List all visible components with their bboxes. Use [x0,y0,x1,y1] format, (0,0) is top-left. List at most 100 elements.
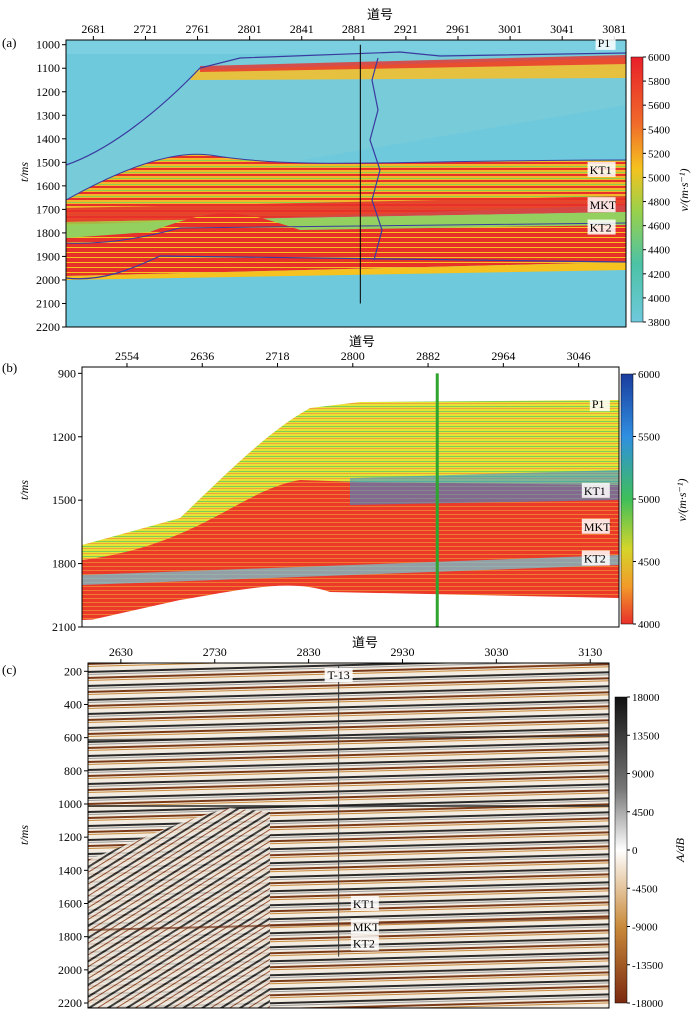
colorbar-tick-label: -18000 [632,998,664,1010]
panel-c-xtick-label: 2930 [390,645,414,659]
panel-c-ytick-label: 1000 [58,797,82,811]
panel-c-well-label: T-13 [328,668,350,682]
panel-a-horizon-labels: P1 KT1 MKT KT2 [587,34,617,235]
panel-c-ytick-label: 200 [64,664,82,678]
panel-a-axes: 2681 2721 2761 2801 2841 2881 2921 2961 3001 3041… [36,22,626,334]
horizon-label-mkt: MKT [590,198,617,212]
colorbar-tick-label: 4800 [648,197,671,209]
colorbar-tick-label: 6000 [638,369,661,381]
panel-c-colorbar [614,696,628,1004]
panel-b-ytick-label: 1800 [52,557,76,571]
panel-b-frame [81,366,620,628]
panel-a-ytick-label: 1400 [36,132,60,146]
panel-c-xtick-label: 3030 [484,645,508,659]
panel-a-colorbar-label: v/(m·s⁻¹) [677,169,691,212]
panel-c-ytick-label: 600 [64,731,82,745]
horizon-label-bg [589,396,610,412]
colorbar-tick-label: 4200 [648,269,671,281]
panel-a-ytick-label: 1600 [36,179,60,193]
panel-c-xlabel: 道号 [352,635,378,650]
panel-a-xtick-label: 2801 [238,22,262,36]
colorbar-tick-label: 4000 [638,619,661,631]
panel-a-ytick-label: 1500 [36,155,60,169]
colorbar-tick-label: 5800 [648,76,671,88]
panel-b-colorbar [620,373,634,625]
colorbar-tick-label: 13500 [632,730,660,742]
panel-b-colorbar-label: v/(m·s⁻¹) [675,479,689,522]
panel-b-ylabel: t/ms [17,480,31,500]
panel-a-ytick-label: 1200 [36,85,60,99]
panel-a-xtick-label: 2921 [394,22,418,36]
panel-a-xtick-label: 2881 [342,22,366,36]
panel-a: (a) 道号 t/ms 2681 2721 2761 2801 2841 2881 2921… [2,7,691,334]
panel-a-ytick-label: 1700 [36,202,60,216]
colorbar-tick-label: 3800 [648,317,671,329]
panel-a-colorbar-ticks: 6000 5800 5600 5400 5200 5000 4800 4600 4400 4200… [643,52,671,329]
panel-a-frame [65,39,627,328]
colorbar-tick-label: 4500 [638,557,661,569]
horizon-label-p1: P1 [598,36,611,50]
panel-c-ytick-label: 800 [64,764,82,778]
panel-a-xtick-label: 2961 [446,22,470,36]
panel-b-ytick-label: 2100 [52,620,76,634]
horizon-label-bg [350,919,379,935]
panel-c-xtick-label: 2730 [203,645,227,659]
colorbar-tick-label: -13500 [632,960,664,972]
panel-c-ytick-label: 400 [64,697,82,711]
panel-b-ytick-label: 900 [58,366,76,380]
colorbar-tick-label: 9000 [632,769,655,781]
panel-a-xtick-label: 3041 [550,22,574,36]
colorbar-tick-label: -9000 [632,922,658,934]
colorbar-tick-label: 4500 [632,807,655,819]
colorbar-tick-label: 6000 [648,52,671,64]
panel-a-ytick-label: 1900 [36,249,60,263]
colorbar-tick-label: 4400 [648,245,671,257]
panel-c-image [87,663,610,1008]
panel-a-ytick-label: 2100 [36,296,60,310]
colorbar-tick-label: 5000 [638,494,661,506]
horizon-label-mkt: MKT [353,920,380,934]
horizon-label-bg [581,518,610,534]
panel-b-xtick-label: 3046 [567,349,591,363]
colorbar-tick-label: 18000 [632,692,660,704]
panel-b-label: (b) [2,360,17,375]
panel-a-ylabel: t/ms [17,162,31,182]
colorbar-tick-label: 5400 [648,124,671,136]
horizon-label-kt1: KT1 [590,163,612,177]
horizon-label-bg [587,197,616,213]
panel-a-ytick-label: 2000 [36,273,60,287]
panel-c-ytick-label: 2200 [58,996,82,1010]
panel-c-colorbar-ticks: 18000 13500 9000 4500 0 -4500 -9000 -13500 -1800… [627,692,664,1010]
panel-b: (b) 道号 t/ms 2554 2636 2718 2800 2882 2964 3046… [2,334,689,634]
panel-a-xtick-label: 2761 [186,22,210,36]
horizon-label-kt2: KT2 [584,551,606,565]
colorbar-tick-label: 4000 [648,293,671,305]
panel-a-ytick-label: 2200 [36,320,60,334]
horizon-label-kt1: KT1 [353,897,375,911]
panel-a-colorbar [630,56,644,323]
panel-a-xtick-label: 2681 [81,22,105,36]
colorbar-tick-label: 5200 [648,148,671,160]
horizon-label-bg [350,935,379,951]
panel-c-ytick-label: 1800 [58,930,82,944]
colorbar-tick-label: 4600 [648,221,671,233]
panel-b-xtick-label: 2718 [266,349,290,363]
panel-a-xtick-label: 2721 [133,22,157,36]
panel-b-horizon-labels: P1 KT1 MKT KT2 [581,396,611,566]
panel-c-colorbar-label: A/dB [673,837,687,863]
horizon-label-bg [587,219,616,235]
horizon-label-bg [350,895,379,911]
panel-c-xtick-label: 2830 [297,645,321,659]
panel-a-label: (a) [2,35,16,50]
panel-c-ytick-label: 1400 [58,863,82,877]
well-label-bg [324,668,353,682]
horizon-label-mkt: MKT [584,520,611,534]
panel-b-image [82,367,619,627]
horizon-label-bg [581,550,610,566]
panel-a-ytick-label: 1000 [36,38,60,52]
panel-a-xtick-label: 2841 [290,22,314,36]
colorbar-tick-label: -4500 [632,883,658,895]
panel-c-ylabel: t/ms [17,825,31,845]
panel-a-image [65,40,627,327]
